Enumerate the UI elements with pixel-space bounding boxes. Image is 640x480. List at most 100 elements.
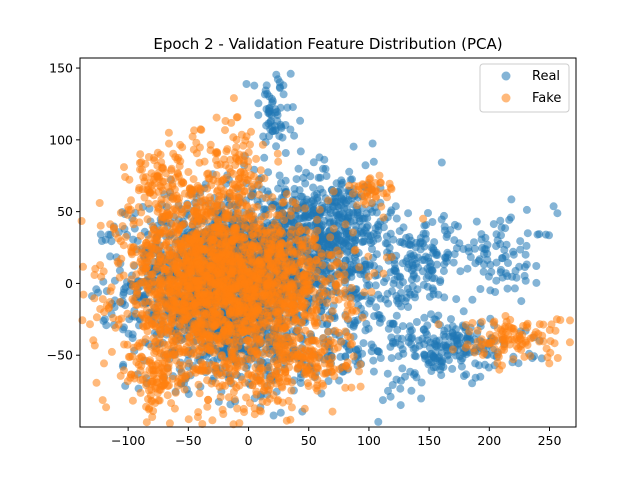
- point-fake: [155, 326, 164, 335]
- point-fake: [225, 338, 234, 347]
- point-real: [301, 210, 310, 219]
- point-fake: [206, 281, 215, 290]
- point-real: [397, 294, 406, 303]
- point-fake: [148, 413, 157, 421]
- point-real: [376, 354, 385, 362]
- point-fake: [164, 128, 173, 137]
- point-real: [281, 176, 290, 185]
- point-fake: [181, 234, 190, 243]
- point-real: [412, 318, 421, 326]
- point-real: [397, 302, 406, 311]
- point-real: [532, 278, 541, 287]
- point-fake: [154, 314, 163, 323]
- point-fake: [137, 208, 146, 217]
- point-real: [372, 303, 381, 312]
- point-real: [367, 347, 376, 356]
- point-real: [522, 205, 531, 214]
- point-fake: [183, 242, 192, 251]
- point-fake: [224, 393, 233, 402]
- point-real: [288, 103, 297, 112]
- point-real: [129, 235, 138, 244]
- point-real: [389, 320, 397, 329]
- point-real: [553, 209, 562, 218]
- point-fake: [222, 237, 231, 246]
- point-real: [281, 149, 290, 157]
- point-real: [407, 266, 416, 275]
- point-fake: [179, 250, 188, 259]
- point-fake: [186, 326, 195, 334]
- point-real: [392, 214, 401, 223]
- point-fake: [309, 287, 318, 296]
- point-real: [462, 370, 471, 379]
- point-fake: [203, 215, 212, 224]
- point-real: [250, 81, 259, 90]
- point-fake: [197, 316, 206, 325]
- point-fake: [286, 229, 295, 238]
- point-real: [437, 158, 446, 167]
- point-real: [272, 107, 281, 116]
- point-fake: [243, 202, 251, 211]
- point-real: [384, 299, 393, 308]
- point-fake: [173, 228, 182, 237]
- point-fake: [98, 396, 107, 405]
- point-real: [533, 230, 542, 239]
- point-real: [366, 297, 375, 305]
- point-real: [302, 198, 311, 207]
- point-fake: [127, 275, 136, 284]
- point-fake: [218, 351, 226, 360]
- point-real: [464, 243, 473, 252]
- point-fake: [215, 195, 223, 204]
- point-real: [309, 183, 318, 192]
- point-fake: [286, 236, 295, 245]
- point-real: [468, 295, 477, 304]
- point-real: [263, 187, 272, 196]
- point-real: [419, 280, 428, 289]
- point-real: [301, 179, 310, 188]
- point-real: [455, 352, 464, 361]
- point-real: [309, 206, 318, 214]
- point-fake: [91, 264, 100, 273]
- point-real: [260, 153, 269, 162]
- point-fake: [198, 360, 207, 369]
- point-fake: [194, 366, 203, 375]
- point-real: [484, 272, 493, 281]
- point-fake: [161, 325, 170, 334]
- point-fake: [205, 333, 214, 342]
- point-fake: [160, 255, 169, 264]
- point-fake: [196, 324, 205, 333]
- point-real: [433, 260, 441, 269]
- point-real: [444, 350, 453, 359]
- point-real: [532, 262, 541, 270]
- point-real: [349, 142, 358, 151]
- point-fake: [119, 241, 128, 250]
- point-fake: [170, 337, 179, 346]
- point-fake: [139, 322, 148, 331]
- point-real: [273, 116, 282, 125]
- point-real: [442, 257, 451, 266]
- point-real: [396, 384, 405, 393]
- point-fake: [190, 308, 199, 317]
- point-real: [501, 224, 510, 233]
- point-real: [401, 372, 409, 381]
- point-fake: [200, 157, 209, 166]
- point-fake: [196, 336, 205, 344]
- point-real: [509, 250, 518, 259]
- point-fake: [120, 163, 128, 172]
- point-fake: [172, 219, 181, 228]
- point-real: [470, 244, 479, 253]
- point-fake: [318, 261, 327, 270]
- point-real: [431, 363, 440, 371]
- point-real: [384, 386, 392, 395]
- point-fake: [145, 251, 154, 260]
- point-fake: [153, 293, 162, 302]
- point-fake: [242, 316, 251, 325]
- point-fake: [165, 211, 174, 220]
- point-real: [349, 209, 358, 218]
- point-real: [480, 260, 488, 269]
- point-real: [324, 377, 333, 385]
- point-real: [242, 80, 251, 88]
- point-fake: [177, 336, 186, 345]
- point-real: [405, 322, 414, 331]
- point-fake: [146, 270, 155, 279]
- point-real: [369, 356, 378, 365]
